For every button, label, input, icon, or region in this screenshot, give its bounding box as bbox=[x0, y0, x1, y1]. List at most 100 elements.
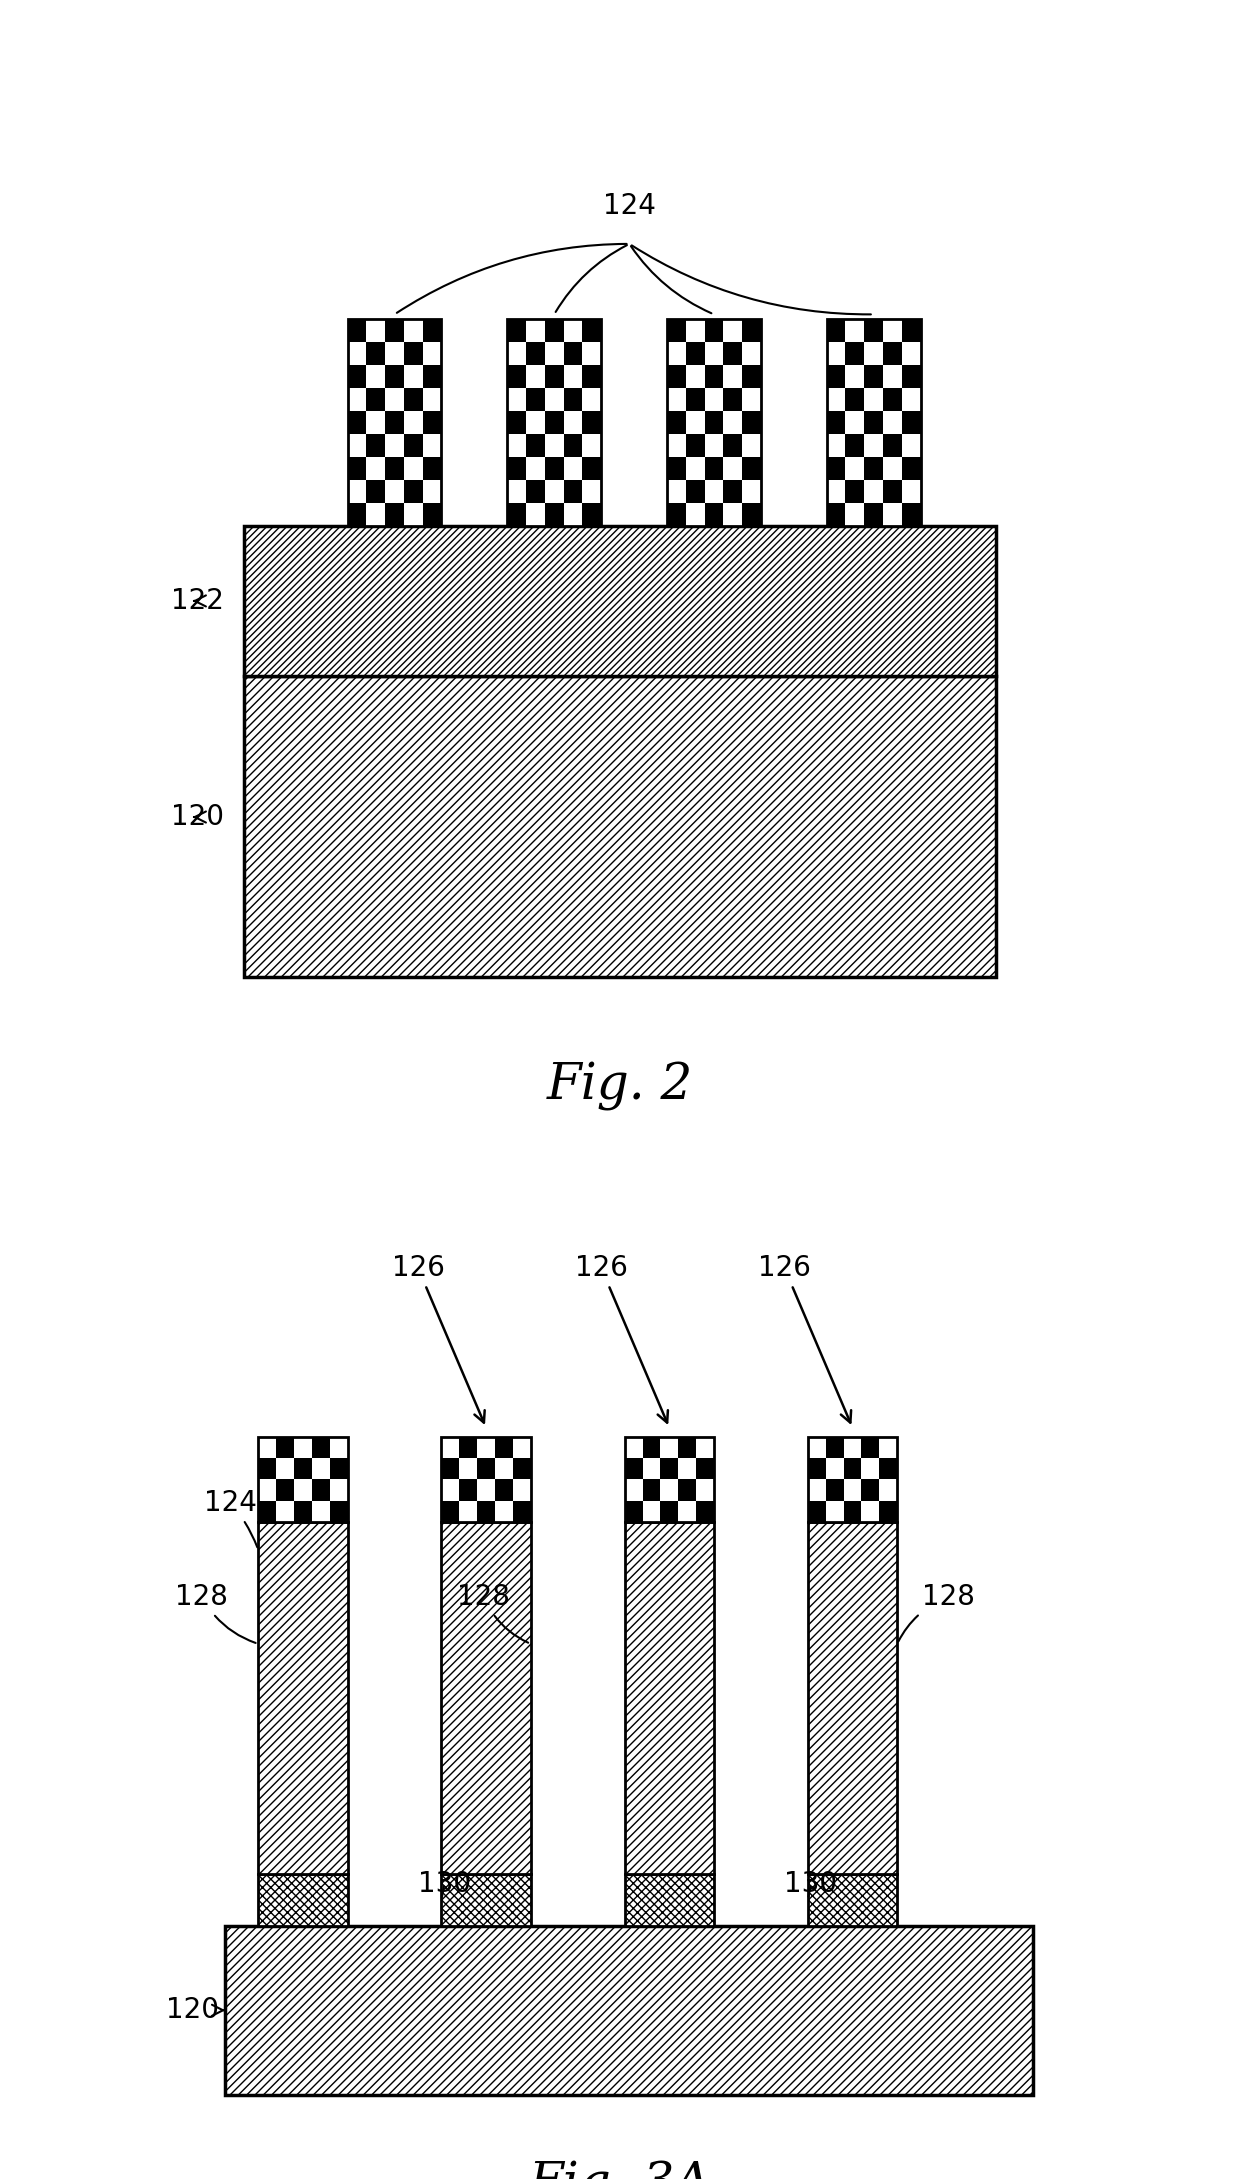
Bar bbox=[879, 1501, 898, 1521]
Bar bbox=[526, 434, 544, 458]
Bar bbox=[808, 1521, 898, 1874]
Text: 130: 130 bbox=[418, 1870, 471, 1898]
Bar bbox=[625, 1458, 642, 1480]
Bar bbox=[423, 318, 441, 342]
Bar bbox=[879, 1458, 898, 1480]
Bar bbox=[258, 1874, 347, 1926]
Bar bbox=[347, 318, 441, 525]
Text: 124: 124 bbox=[603, 192, 656, 220]
Bar bbox=[846, 342, 864, 366]
Bar bbox=[743, 503, 761, 525]
Bar bbox=[704, 318, 723, 342]
Text: 126: 126 bbox=[758, 1255, 851, 1423]
Bar bbox=[827, 412, 846, 434]
Bar bbox=[507, 318, 601, 525]
Bar bbox=[864, 366, 883, 388]
Bar bbox=[808, 1438, 898, 1521]
Bar bbox=[441, 1458, 459, 1480]
Bar bbox=[347, 318, 366, 342]
Bar bbox=[366, 434, 386, 458]
Bar bbox=[883, 388, 901, 412]
Bar bbox=[696, 1501, 714, 1521]
Bar bbox=[507, 366, 526, 388]
Bar bbox=[507, 458, 526, 479]
Bar bbox=[661, 1501, 678, 1521]
Bar bbox=[667, 366, 686, 388]
Bar bbox=[386, 503, 404, 525]
Bar bbox=[843, 1501, 862, 1521]
Bar bbox=[583, 412, 601, 434]
Bar bbox=[625, 1874, 714, 1926]
Bar bbox=[667, 458, 686, 479]
Bar bbox=[901, 412, 920, 434]
Bar bbox=[862, 1480, 879, 1501]
Bar bbox=[459, 1438, 477, 1458]
Bar bbox=[404, 388, 423, 412]
Bar bbox=[661, 1458, 678, 1480]
Text: 120: 120 bbox=[166, 1996, 224, 2024]
Bar bbox=[366, 388, 386, 412]
Bar bbox=[743, 318, 761, 342]
Bar bbox=[477, 1458, 495, 1480]
Text: Fig. 2: Fig. 2 bbox=[547, 1061, 693, 1111]
Bar bbox=[441, 1874, 531, 1926]
Bar bbox=[808, 1438, 898, 1521]
Bar bbox=[808, 1501, 826, 1521]
Bar bbox=[423, 503, 441, 525]
Bar bbox=[846, 388, 864, 412]
Bar bbox=[441, 1438, 531, 1521]
Bar bbox=[583, 503, 601, 525]
Bar bbox=[704, 412, 723, 434]
Bar bbox=[386, 458, 404, 479]
Bar bbox=[704, 503, 723, 525]
Bar bbox=[423, 458, 441, 479]
Bar bbox=[808, 1874, 898, 1926]
Bar bbox=[678, 1438, 696, 1458]
Bar bbox=[347, 318, 441, 525]
Bar bbox=[827, 318, 920, 525]
Bar bbox=[883, 434, 901, 458]
Bar bbox=[743, 458, 761, 479]
Bar bbox=[513, 1501, 531, 1521]
Bar bbox=[311, 1438, 330, 1458]
Bar bbox=[258, 1501, 277, 1521]
Bar bbox=[404, 342, 423, 366]
Bar bbox=[883, 479, 901, 503]
Bar bbox=[441, 1438, 531, 1521]
Bar bbox=[667, 318, 761, 525]
Bar bbox=[544, 318, 564, 342]
Bar bbox=[667, 503, 686, 525]
Bar bbox=[347, 366, 366, 388]
Text: 124: 124 bbox=[203, 1488, 258, 1547]
Bar bbox=[495, 1480, 513, 1501]
Bar bbox=[686, 434, 704, 458]
Bar bbox=[583, 366, 601, 388]
Bar bbox=[583, 318, 601, 342]
Bar bbox=[862, 1438, 879, 1458]
Bar bbox=[544, 412, 564, 434]
Bar bbox=[477, 1501, 495, 1521]
Text: 126: 126 bbox=[575, 1255, 668, 1423]
Bar bbox=[864, 412, 883, 434]
Bar bbox=[526, 342, 544, 366]
Bar bbox=[386, 366, 404, 388]
Bar bbox=[294, 1501, 311, 1521]
Bar bbox=[386, 318, 404, 342]
Bar bbox=[423, 412, 441, 434]
Bar bbox=[678, 1480, 696, 1501]
Bar bbox=[526, 388, 544, 412]
Bar bbox=[244, 525, 996, 675]
Bar bbox=[743, 366, 761, 388]
Bar bbox=[625, 1438, 714, 1521]
Bar bbox=[564, 434, 583, 458]
Bar bbox=[277, 1438, 294, 1458]
Bar bbox=[901, 458, 920, 479]
Bar bbox=[642, 1438, 661, 1458]
Bar bbox=[423, 366, 441, 388]
Bar bbox=[864, 318, 883, 342]
Bar bbox=[507, 412, 526, 434]
Bar bbox=[743, 412, 761, 434]
Bar bbox=[843, 1458, 862, 1480]
Text: 128: 128 bbox=[899, 1582, 976, 1641]
Bar bbox=[625, 1501, 642, 1521]
